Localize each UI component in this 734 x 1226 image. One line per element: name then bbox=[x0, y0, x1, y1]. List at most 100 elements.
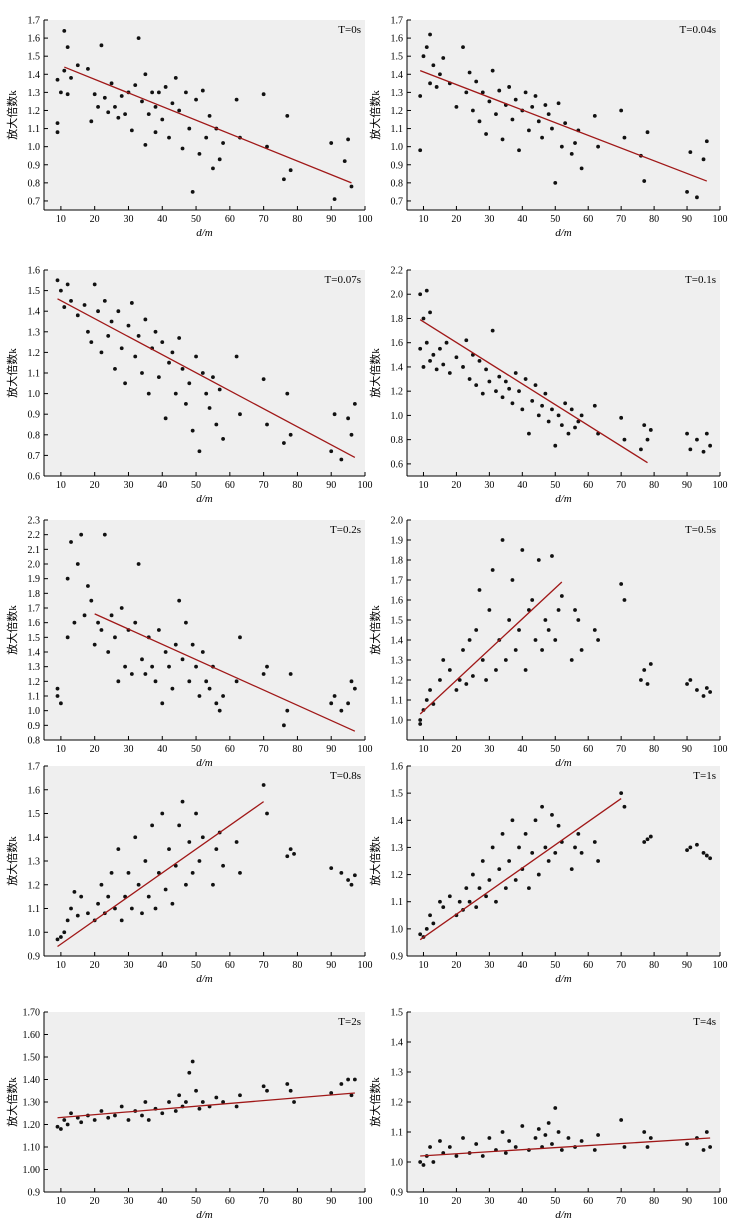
data-point bbox=[579, 413, 584, 418]
chart-panel-4: 10 20 30 40 50 60 70 80 90 100 0.6 0.8 1.0 1.2 1.4 1.6 1… bbox=[368, 266, 728, 506]
data-point bbox=[487, 99, 492, 104]
data-point bbox=[123, 381, 127, 386]
data-point bbox=[329, 141, 334, 145]
y-tick-label: 1.4 bbox=[391, 816, 404, 827]
data-point bbox=[622, 1145, 627, 1149]
data-point bbox=[62, 1118, 67, 1122]
x-tick-label: 10 bbox=[56, 744, 66, 755]
data-point bbox=[288, 672, 293, 676]
data-point bbox=[424, 45, 429, 50]
data-point bbox=[58, 935, 63, 939]
data-point bbox=[102, 95, 107, 100]
x-tick-label: 50 bbox=[191, 1196, 201, 1207]
data-point bbox=[126, 1118, 131, 1122]
data-point bbox=[177, 108, 182, 113]
data-point bbox=[513, 648, 518, 652]
data-point bbox=[197, 694, 202, 698]
y-tick-label: 1.5 bbox=[28, 809, 41, 820]
data-point bbox=[424, 288, 429, 293]
data-point bbox=[65, 282, 70, 287]
data-point bbox=[86, 911, 90, 916]
data-point bbox=[187, 381, 192, 386]
y-tick-label: 1.1 bbox=[391, 1128, 404, 1139]
data-point bbox=[184, 1100, 188, 1104]
data-point bbox=[285, 854, 290, 859]
data-point bbox=[292, 851, 296, 856]
data-point bbox=[92, 1118, 97, 1122]
data-point bbox=[140, 657, 144, 662]
data-point bbox=[507, 1139, 512, 1143]
y-tick-label: 1.6 bbox=[28, 785, 41, 796]
data-point bbox=[173, 391, 178, 396]
data-point bbox=[238, 635, 242, 640]
y-tick-label: 0.9 bbox=[28, 160, 41, 171]
data-point bbox=[352, 1077, 357, 1082]
y-tick-label: 1.5 bbox=[391, 1008, 404, 1019]
y-tick-label: 0.6 bbox=[28, 472, 41, 483]
data-point bbox=[513, 371, 518, 375]
x-tick-label: 20 bbox=[90, 214, 100, 225]
data-point bbox=[75, 562, 80, 566]
data-point bbox=[513, 97, 518, 102]
data-point bbox=[431, 921, 436, 926]
x-tick-label: 50 bbox=[191, 214, 201, 225]
data-point bbox=[490, 68, 495, 73]
data-point bbox=[494, 389, 498, 394]
x-tick-label: 20 bbox=[90, 1196, 100, 1207]
y-tick-label: 1.6 bbox=[28, 618, 41, 629]
data-point bbox=[477, 119, 482, 124]
data-point bbox=[69, 906, 73, 911]
data-point bbox=[261, 1084, 266, 1089]
data-point bbox=[550, 812, 554, 817]
data-point bbox=[708, 1145, 713, 1149]
y-tick-label: 1.2 bbox=[28, 348, 41, 359]
y-tick-label: 0.7 bbox=[28, 451, 41, 462]
data-point bbox=[106, 334, 111, 338]
data-point bbox=[543, 391, 548, 396]
data-point bbox=[424, 340, 429, 345]
data-point bbox=[441, 905, 446, 910]
y-tick-label: 1.6 bbox=[28, 266, 41, 277]
data-point bbox=[421, 365, 426, 369]
data-point bbox=[265, 664, 269, 669]
data-point bbox=[153, 104, 158, 109]
data-point bbox=[163, 85, 168, 89]
x-tick-label: 20 bbox=[451, 960, 461, 971]
y-tick-label: 1.7 bbox=[28, 604, 41, 615]
data-point bbox=[461, 648, 465, 652]
data-point bbox=[639, 447, 643, 452]
data-point bbox=[487, 608, 492, 612]
data-point bbox=[116, 679, 121, 684]
x-tick-label: 30 bbox=[123, 744, 133, 755]
data-point bbox=[136, 36, 141, 40]
data-point bbox=[352, 873, 357, 878]
data-point bbox=[474, 1142, 479, 1146]
data-point bbox=[163, 887, 168, 892]
y-tick-label: 1.1 bbox=[28, 692, 41, 703]
data-point bbox=[65, 918, 70, 923]
data-point bbox=[421, 1163, 426, 1167]
y-axis-label: 放大倍数k bbox=[368, 605, 382, 655]
data-point bbox=[197, 449, 202, 454]
data-point bbox=[619, 582, 624, 586]
data-point bbox=[261, 377, 266, 382]
x-tick-label: 20 bbox=[90, 960, 100, 971]
y-tick-label: 1.4 bbox=[391, 636, 404, 647]
data-point bbox=[592, 1148, 597, 1152]
data-point bbox=[434, 85, 439, 89]
data-point bbox=[238, 1093, 242, 1098]
data-point bbox=[79, 532, 84, 537]
data-point bbox=[58, 1127, 63, 1131]
fit-line bbox=[420, 1137, 711, 1157]
data-point bbox=[480, 658, 485, 662]
data-point bbox=[688, 678, 693, 682]
data-point bbox=[190, 190, 195, 194]
x-tick-label: 70 bbox=[259, 1196, 269, 1207]
x-axis-label: d/m bbox=[196, 493, 213, 505]
y-tick-label: 1.0 bbox=[28, 928, 41, 939]
data-point bbox=[559, 144, 564, 149]
data-point bbox=[133, 835, 138, 840]
x-tick-label: 100 bbox=[358, 744, 373, 755]
data-point bbox=[553, 443, 558, 448]
data-point bbox=[204, 679, 209, 684]
